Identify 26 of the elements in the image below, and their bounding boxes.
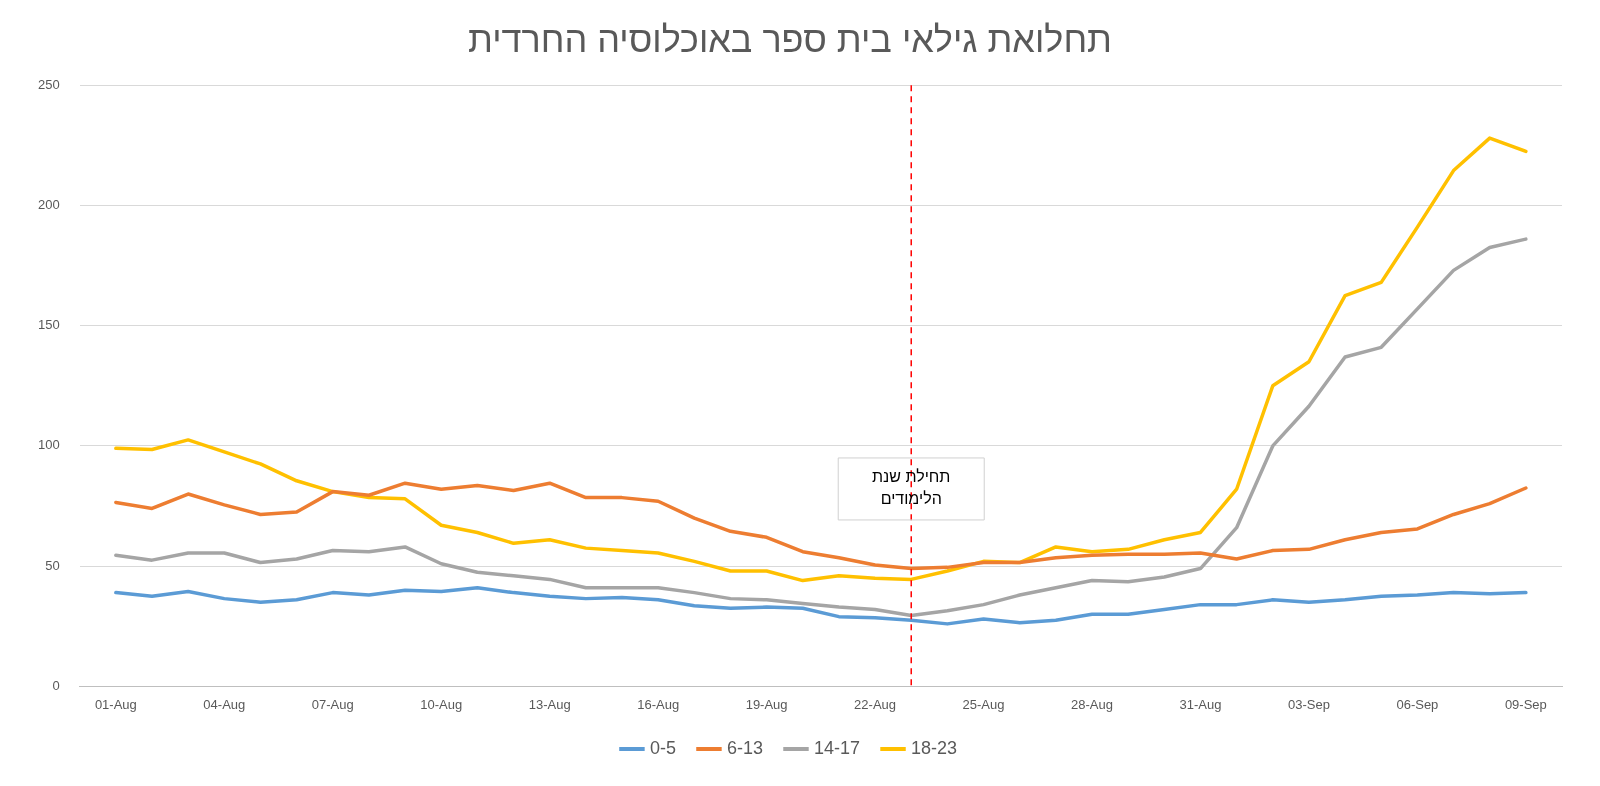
legend-label: 0-5: [649, 737, 676, 758]
x-tick-label: 04-Aug: [203, 696, 246, 712]
y-tick-label: 0: [52, 677, 60, 693]
x-tick-label: 09-Sep: [1504, 696, 1547, 712]
chart-title: תחלואת גילאי בית ספר באוכלוסיה החרדית: [468, 18, 1112, 60]
y-tick-label: 250: [37, 76, 60, 92]
y-tick-label: 50: [45, 557, 60, 573]
x-tick-label: 28-Aug: [1071, 696, 1113, 712]
ref-line-label: תחילת שנת הלימודים: [872, 468, 951, 508]
y-tick-label: 100: [37, 437, 60, 453]
x-tick-label: 22-Aug: [854, 696, 897, 712]
y-tick-label: 150: [37, 317, 60, 333]
x-tick-label: 16-Aug: [637, 696, 680, 712]
x-tick-label: 10-Aug: [420, 696, 463, 712]
x-tick-label: 03-Sep: [1287, 696, 1330, 712]
x-tick-label: 06-Sep: [1396, 696, 1439, 712]
y-tick-label: 200: [37, 197, 60, 213]
x-tick-label: 07-Aug: [311, 696, 354, 712]
x-tick-label: 19-Aug: [745, 696, 788, 712]
legend-label: 14-17: [813, 737, 861, 758]
x-tick-label: 31-Aug: [1179, 696, 1222, 712]
x-tick-label: 25-Aug: [962, 696, 1005, 712]
x-tick-label: 01-Aug: [94, 696, 137, 712]
legend-label: 18-23: [911, 737, 958, 758]
x-tick-label: 13-Aug: [528, 696, 571, 712]
legend-label: 6-13: [726, 737, 763, 758]
